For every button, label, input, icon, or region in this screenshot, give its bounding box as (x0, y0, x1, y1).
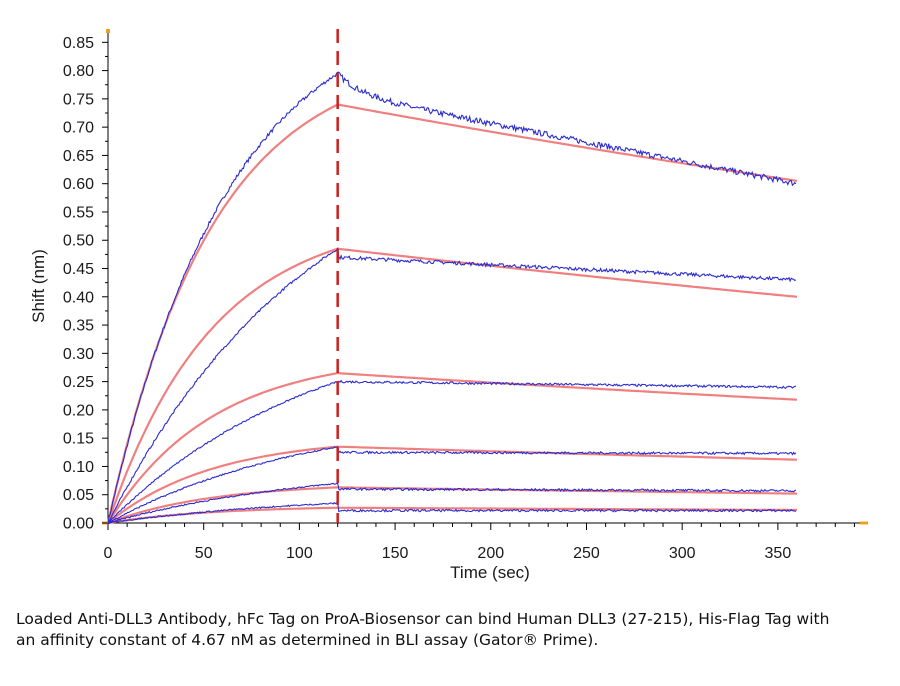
y-tick-label: 0.10 (63, 459, 94, 476)
series-curves (106, 29, 798, 525)
y-tick-label: 0.80 (63, 63, 94, 80)
y-tick-label: 0.50 (63, 233, 94, 250)
figure-caption: Loaded Anti-DLL3 Antibody, hFc Tag on Pr… (16, 610, 830, 649)
measured-curve (107, 482, 797, 524)
measured-curve (107, 247, 797, 524)
x-tick-label: 150 (382, 545, 409, 562)
fit-curve (106, 103, 798, 524)
x-tick-label: 350 (765, 545, 792, 562)
fit-curve (107, 371, 798, 524)
x-tick-label: 200 (477, 545, 504, 562)
x-tick-label: 0 (104, 545, 113, 562)
y-tick-label: 0.70 (63, 120, 94, 137)
y-tick-label: 0.75 (63, 91, 94, 108)
y-axis-label: Shift (nm) (29, 249, 48, 323)
y-tick-label: 0.60 (63, 176, 94, 193)
fit-curve (107, 506, 797, 525)
y-tick-label: 0.25 (63, 374, 94, 391)
x-axis-label: Time (sec) (450, 563, 530, 582)
y-tick-label: 0.55 (63, 204, 94, 221)
y-tick-label: 0.45 (63, 261, 94, 278)
y-tick-label: 0.65 (63, 148, 94, 165)
x-tick-label: 300 (669, 545, 696, 562)
y-tick-label: 0.00 (63, 516, 94, 533)
bli-sensorgram-chart: 0.00 0.05 0.10 0.15 0.20 0.25 0.30 0.35 0.40 0.45… (29, 29, 868, 582)
y-tick-label: 0.20 (63, 402, 94, 419)
measured-curve (107, 379, 796, 523)
y-tick-label: 0.05 (63, 487, 94, 504)
measured-curve (107, 501, 797, 524)
y-tick-label: 0.35 (63, 318, 94, 335)
y-tick-label: 0.40 (63, 289, 94, 306)
measured-curve (108, 446, 797, 524)
x-tick-label: 100 (286, 545, 313, 562)
fit-curve (107, 486, 798, 525)
axes: 0.00 0.05 0.10 0.15 0.20 0.25 0.30 0.35 0.40 0.45… (63, 29, 868, 562)
x-tick-label: 50 (195, 545, 213, 562)
x-tick-label: 250 (573, 545, 600, 562)
measured-curve (107, 71, 797, 525)
y-tick-label: 0.85 (63, 35, 94, 52)
fit-curve (107, 445, 798, 524)
y-tick-label: 0.15 (63, 431, 94, 448)
y-tick-label: 0.30 (63, 346, 94, 363)
